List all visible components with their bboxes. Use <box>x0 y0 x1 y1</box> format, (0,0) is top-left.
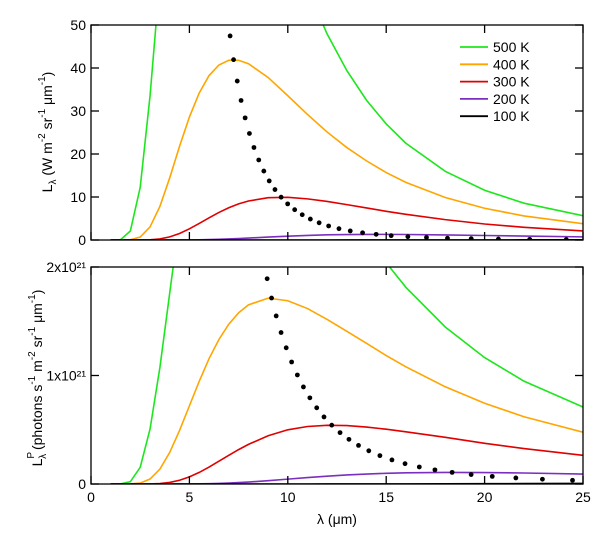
legend-label: 400 K <box>493 56 530 72</box>
y-axis-label: LPλ (photons s-1 m-2 sr-1 μm-1) <box>26 290 49 467</box>
peak-dot <box>337 430 343 436</box>
peak-dot <box>326 223 332 229</box>
x-tick-label: 20 <box>477 489 493 505</box>
peak-dot <box>416 464 422 470</box>
peak-dot <box>449 469 455 475</box>
peak-dot <box>251 145 257 150</box>
line <box>110 471 583 484</box>
legend-label: 200 K <box>493 91 530 107</box>
peak-dot <box>272 187 278 192</box>
axes-frame <box>90 266 584 485</box>
peak-dot <box>329 422 335 428</box>
y-tick-label: 30 <box>70 103 86 119</box>
peak-dot <box>432 467 438 473</box>
peak-dot <box>360 230 365 236</box>
peak-dot <box>321 414 327 420</box>
peak-dot <box>424 235 429 240</box>
peak-dot <box>389 457 395 463</box>
y-tick-label: 40 <box>70 60 86 76</box>
peak-dot <box>388 233 394 239</box>
y-tick-label: 10 <box>70 189 86 205</box>
peak-dot <box>373 231 379 237</box>
peak-dot <box>468 472 474 477</box>
peak-dot <box>301 384 306 390</box>
peak-dot <box>314 405 320 411</box>
peak-dot <box>238 98 244 103</box>
y-tick-label: 0 <box>78 232 86 248</box>
peak-dot <box>283 345 289 351</box>
peak-dot <box>489 473 495 479</box>
peak-dot <box>266 178 272 184</box>
line <box>110 196 583 240</box>
peak-dot <box>264 276 270 282</box>
x-axis-label: λ (μm) <box>317 511 357 527</box>
peak-dot <box>278 330 284 335</box>
peak-dot <box>289 359 295 365</box>
y-tick-label: 50 <box>70 17 86 33</box>
peak-dot <box>307 395 313 401</box>
line <box>110 59 583 240</box>
peak-dot <box>356 442 361 448</box>
x-tick-label: 15 <box>378 489 394 505</box>
peak-dot <box>234 78 240 84</box>
peak-dot <box>227 33 233 39</box>
peak-dot <box>273 313 279 319</box>
y-tick-label: 0 <box>78 476 86 492</box>
peak-dot <box>261 168 267 174</box>
peak-dot <box>242 115 248 121</box>
y-axis-label: Lλ (W m-2 sr-1 μm-1) <box>37 72 59 193</box>
peak-dot <box>346 436 352 442</box>
y-tick-label: 1x10²¹ <box>46 368 86 384</box>
peak-dot <box>299 212 305 218</box>
peak-dot <box>570 477 575 483</box>
peak-dot <box>495 236 501 240</box>
peak-dot <box>316 220 322 226</box>
y-tick-label: 2x10²¹ <box>46 259 86 275</box>
line <box>110 233 583 240</box>
line <box>110 267 583 484</box>
peak-dot <box>278 194 284 200</box>
peak-dot <box>377 453 383 459</box>
peak-dot <box>285 201 291 207</box>
peak-dot <box>563 237 569 240</box>
peak-dot <box>336 226 342 232</box>
y-tick-label: 20 <box>70 146 86 162</box>
peak-dot <box>513 475 519 481</box>
peak-dot <box>347 228 353 234</box>
peak-dot <box>468 236 474 240</box>
peak-dot <box>527 236 533 240</box>
peak-dot <box>307 216 313 222</box>
peak-dot <box>292 207 298 213</box>
peak-dot <box>294 372 300 378</box>
axes-frame <box>90 24 584 241</box>
peak-dot <box>247 131 252 136</box>
x-tick-label: 5 <box>186 489 194 505</box>
peak-dot <box>366 448 372 454</box>
peak-dot <box>231 57 236 63</box>
peak-dot <box>269 295 274 301</box>
x-tick-label: 0 <box>87 489 95 505</box>
peak-dot <box>405 234 411 240</box>
peak-dot <box>256 157 262 163</box>
line <box>110 297 583 484</box>
peak-dot <box>402 461 408 467</box>
peak-dot <box>540 476 545 482</box>
line <box>110 25 583 240</box>
peak-dot <box>445 235 450 240</box>
legend-label: 500 K <box>493 39 530 55</box>
x-tick-label: 10 <box>280 489 296 505</box>
legend-label: 300 K <box>493 74 530 90</box>
x-tick-label: 25 <box>575 489 591 505</box>
legend-label: 100 K <box>493 108 530 124</box>
